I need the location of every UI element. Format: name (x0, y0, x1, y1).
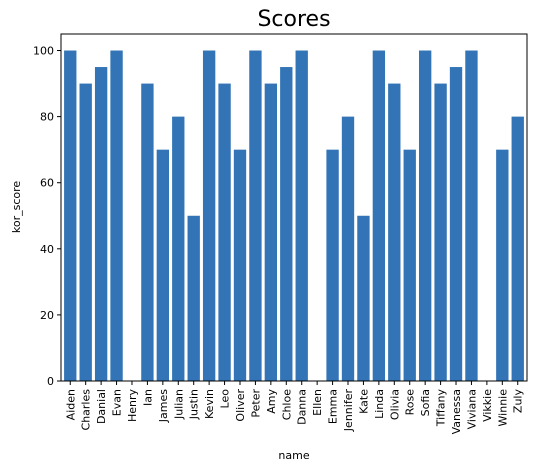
x-tick-label: Henry (126, 389, 139, 423)
x-axis-ticks: Aiden Charles Danial Evan Henry Ian James Julia… (64, 381, 525, 434)
x-tick-label: James (157, 389, 170, 423)
x-tick-label: Oliver (234, 389, 247, 422)
bar-julian (172, 116, 185, 381)
x-tick-label: Sofia (419, 389, 432, 416)
y-tick-label: 20 (40, 309, 54, 322)
x-tick-label: Vikkie (481, 389, 494, 422)
x-tick-label: Danial (95, 389, 108, 424)
bar-leo (218, 83, 231, 382)
x-tick-label: Vanessa (450, 389, 463, 434)
x-tick-label: Ian (141, 389, 154, 406)
x-tick-label: Kevin (203, 389, 216, 419)
plot-frame (60, 33, 528, 382)
bar-olivia (388, 83, 401, 382)
bar-charles (79, 83, 92, 382)
bar-evan (110, 50, 123, 382)
y-tick-label: 100 (33, 45, 54, 58)
bar-vanessa (449, 67, 463, 382)
x-tick-label: Justin (188, 389, 201, 420)
x-tick-label: Evan (111, 389, 124, 416)
bars-group (64, 50, 524, 382)
x-tick-label: Aiden (64, 389, 77, 420)
x-tick-label: Tiffany (435, 389, 448, 428)
x-tick-label: Zuly (512, 389, 525, 414)
bar-sofia (418, 50, 432, 382)
x-tick-label: Peter (249, 389, 262, 418)
bar-oliver (233, 149, 247, 381)
x-tick-label: Viviana (465, 389, 478, 429)
bar-kate (357, 215, 370, 381)
x-tick-label: Kate (357, 389, 370, 414)
bar-rose (403, 149, 416, 381)
y-axis-ticks: 0 20 40 60 80 100 (33, 45, 61, 388)
x-axis-label: name (278, 449, 309, 462)
x-tick-label: Jennifer (342, 389, 355, 433)
bar-amy (264, 83, 278, 382)
chart-title: Scores (257, 7, 330, 32)
bar-winnie (496, 149, 509, 381)
bar-jennifer (341, 116, 355, 381)
bar-kevin (202, 50, 216, 382)
x-tick-label: Charles (80, 389, 93, 431)
x-tick-label: Leo (219, 389, 232, 409)
bar-zuly (511, 116, 524, 381)
y-axis-label: kor_score (10, 181, 23, 234)
x-tick-label: Winnie (496, 389, 509, 427)
bar-chloe (280, 67, 293, 382)
bar-peter (249, 50, 262, 382)
bar-emma (326, 149, 339, 381)
x-tick-label: Rose (404, 389, 417, 416)
x-tick-label: Danna (296, 389, 309, 425)
x-tick-label: Ellen (311, 389, 324, 416)
x-tick-label: Amy (265, 389, 278, 414)
bar-tiffany (434, 83, 447, 382)
bar-ian (141, 83, 154, 382)
y-tick-label: 60 (40, 177, 54, 190)
y-tick-label: 40 (40, 243, 54, 256)
bar-justin (187, 215, 200, 381)
x-tick-label: Emma (327, 389, 340, 424)
y-tick-label: 80 (40, 111, 54, 124)
y-tick-label: 0 (47, 375, 54, 388)
x-tick-label: Linda (373, 389, 386, 419)
bar-linda (372, 50, 386, 382)
bar-aiden (64, 50, 77, 382)
bar-viviana (465, 50, 478, 382)
bar-danna (295, 50, 308, 382)
bar-james (156, 149, 170, 381)
bar-danial (94, 67, 108, 382)
x-tick-label: Olivia (388, 389, 401, 420)
x-tick-label: Julian (172, 389, 185, 420)
x-tick-label: Chloe (280, 389, 293, 420)
